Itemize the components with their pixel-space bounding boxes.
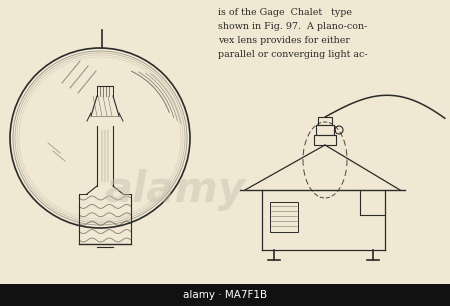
Text: is of the Gage  Chalet   type: is of the Gage Chalet type	[218, 8, 352, 17]
Text: alamy · MA7F1B: alamy · MA7F1B	[183, 290, 267, 300]
Bar	[0, 284, 450, 306]
Text: vex lens provides for either: vex lens provides for either	[218, 36, 350, 45]
Text: alamy: alamy	[104, 169, 246, 211]
Text: parallel or converging light ac-: parallel or converging light ac-	[218, 50, 368, 59]
Text: shown in Fig. 97.  A plano-con-: shown in Fig. 97. A plano-con-	[218, 22, 367, 31]
